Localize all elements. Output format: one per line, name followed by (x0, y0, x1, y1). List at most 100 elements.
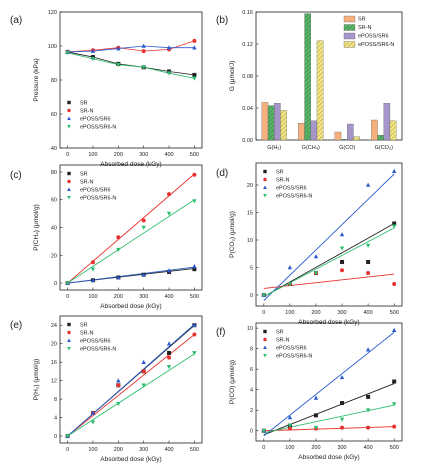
y-tick-label: 0.04 (242, 106, 253, 112)
legend-entry: SR (67, 172, 88, 178)
x-tick-label: 400 (164, 294, 173, 300)
legend-label: SR (276, 330, 284, 336)
data-point (261, 293, 267, 298)
data-point (313, 413, 318, 418)
legend-entry: ePOSS/SR6-N (67, 347, 116, 353)
data-point (392, 379, 397, 384)
x-tick-label: 200 (311, 445, 320, 451)
legend-label: SR-N (80, 180, 93, 186)
y-tick-label: 10 (247, 326, 253, 332)
y-tick-label: 20 (247, 183, 253, 189)
x-tick-label: 400 (164, 152, 173, 158)
data-point (366, 425, 371, 430)
bar (371, 119, 378, 141)
data-point (366, 394, 371, 399)
legend-marker (263, 185, 267, 190)
legend-entry: SR-N (67, 180, 93, 186)
data-point (116, 62, 121, 68)
legend-entry: ePOSS/SR6 (263, 345, 307, 352)
bar (316, 40, 324, 141)
bar (347, 123, 354, 141)
legend-label: ePOSS/SR6-N (80, 125, 116, 131)
legend-label: ePOSS/SR6-N (358, 42, 394, 48)
legend-marker (67, 330, 71, 335)
legend-label: ePOSS/SR6 (276, 346, 307, 352)
y-tick-label: 0.08 (242, 74, 253, 80)
bar (340, 139, 348, 141)
y-tick-label: 20 (51, 253, 57, 259)
bar (334, 131, 342, 141)
x-tick-label: 0 (262, 310, 265, 316)
legend-label: SR-N (80, 109, 93, 115)
data-point (340, 425, 345, 430)
legend-label: SR-N (276, 338, 289, 344)
panel-letter: (e) (10, 320, 22, 331)
x-tick-label: 100 (285, 310, 294, 316)
data-point (339, 374, 345, 380)
data-point (339, 417, 345, 422)
legend-label: ePOSS/SR6 (80, 117, 111, 123)
data-point (192, 38, 197, 43)
data-point (166, 71, 172, 76)
legend-marker (67, 338, 71, 343)
series-line (67, 45, 195, 53)
legend-label: SR (276, 170, 284, 176)
category-label: G(H₂) (267, 145, 281, 151)
x-tick-label: 400 (364, 310, 373, 316)
series-line (67, 40, 195, 53)
data-point (90, 410, 96, 415)
y-axis-title: P(CO) (μmol/g) (229, 360, 236, 404)
legend-entry: ePOSS/SR6 (67, 187, 111, 194)
category-label: G(CH₄) (302, 145, 320, 151)
bar (377, 135, 384, 141)
x-tick-label: 100 (88, 447, 97, 453)
legend-label: ePOSS/SR6 (80, 339, 111, 345)
x-tick-label: 200 (114, 152, 123, 158)
data-point (116, 275, 121, 280)
data-point (366, 271, 371, 275)
fit-line (263, 223, 395, 298)
legend-label: ePOSS/SR6-N (276, 354, 312, 360)
data-point (192, 267, 197, 272)
x-tick-label: 200 (311, 310, 320, 316)
legend-entry: ePOSS/SR6-N (67, 196, 116, 202)
panel-b: (b) 0.00 0.04 0.08 0.12 0.16 G (μmol/J) G(H₂) G(… (216, 10, 403, 151)
legend-marker (67, 346, 71, 351)
y-tick-label: 8 (54, 397, 57, 403)
data-point (192, 199, 197, 204)
legend-entry: SR-N (263, 178, 289, 184)
legend-marker (67, 124, 71, 129)
panel-letter: (a) (10, 15, 22, 26)
data-point (391, 224, 397, 229)
x-tick-label: 100 (88, 294, 97, 300)
legend-marker (67, 322, 71, 327)
data-point (313, 271, 319, 276)
data-point (166, 365, 172, 370)
data-point (192, 45, 197, 50)
legend-entry: SR (263, 170, 284, 176)
data-point (287, 426, 292, 431)
legend-label: SR-N (358, 25, 371, 31)
data-point (116, 247, 121, 253)
legend-entry: ePOSS/SR6 (67, 338, 111, 345)
data-point (365, 347, 371, 352)
panel-e: (e) 0 4 8 12 16 20 24 0 100 200 300 400 500 Absorbed d… (10, 315, 203, 463)
legend-entry: ePOSS/SR6 (343, 32, 389, 40)
fit-line (67, 334, 195, 437)
data-point (192, 322, 197, 328)
data-point (392, 424, 397, 429)
legend-label: SR (80, 101, 88, 107)
fit-line (67, 266, 195, 284)
x-tick-label: 100 (285, 445, 294, 451)
data-point (65, 281, 70, 286)
legend-marker (67, 195, 71, 200)
y-tick-label: 4 (250, 388, 253, 394)
x-tick-label: 500 (390, 445, 399, 451)
data-point (141, 65, 146, 70)
legend-entry: SR (263, 330, 284, 336)
legend: SR SR-N ePOSS/SR6 ePOSS/SR6-N (263, 170, 312, 200)
x-tick-label: 100 (88, 152, 97, 158)
y-axis-title: P(H₂) (μmol/g) (33, 359, 40, 401)
